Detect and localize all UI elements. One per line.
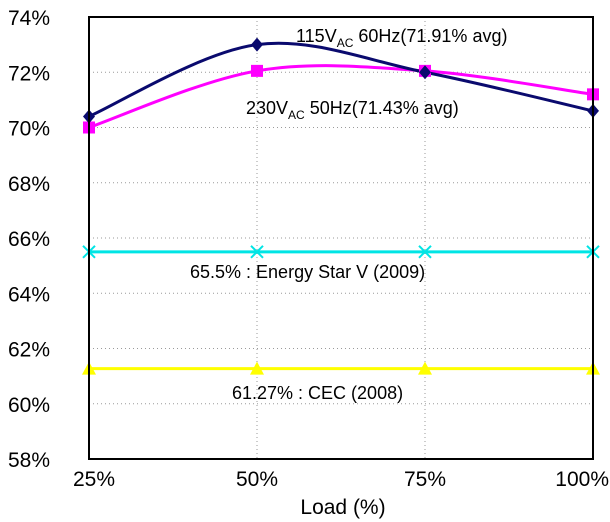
- data-point: [419, 65, 431, 80]
- data-point: [251, 64, 263, 77]
- data-point: [250, 245, 264, 259]
- y-tick-label: 60%: [8, 394, 50, 417]
- y-tick-label: 72%: [8, 62, 50, 85]
- plot-frame: [88, 16, 594, 460]
- data-point: [250, 361, 264, 375]
- data-point: [418, 361, 432, 375]
- series-group: [82, 37, 600, 375]
- y-axis-ticks: 58% 60% 62% 64% 66% 68% 70% 72% 74%: [8, 7, 50, 472]
- x-tick-label: 100%: [555, 468, 609, 491]
- x-tick-label: 75%: [404, 468, 446, 491]
- x-axis-ticks: 25% 50% 75% 100%: [73, 468, 609, 491]
- y-tick-label: 64%: [8, 283, 50, 306]
- y-tick-label: 70%: [8, 118, 50, 141]
- legend-230vac: 230VAC 50Hz(71.43% avg): [246, 98, 459, 122]
- y-tick-label: 68%: [8, 173, 50, 196]
- data-point: [418, 245, 432, 259]
- legend-energy-star: 65.5% : Energy Star V (2009): [190, 262, 425, 282]
- y-tick-label: 58%: [8, 449, 50, 472]
- series-line: [88, 41, 594, 118]
- y-tick-label: 62%: [8, 339, 50, 362]
- y-tick-label: 74%: [8, 7, 50, 30]
- series-line: [88, 64, 594, 129]
- x-axis-label: Load (%): [300, 496, 385, 519]
- legend-cec: 61.27% : CEC (2008): [232, 383, 403, 403]
- x-tick-label: 50%: [236, 468, 278, 491]
- y-tick-label: 66%: [8, 228, 50, 251]
- data-point: [251, 37, 263, 52]
- x-tick-label: 25%: [73, 468, 115, 491]
- legend-115vac: 115VAC 60Hz(71.91% avg): [296, 26, 507, 50]
